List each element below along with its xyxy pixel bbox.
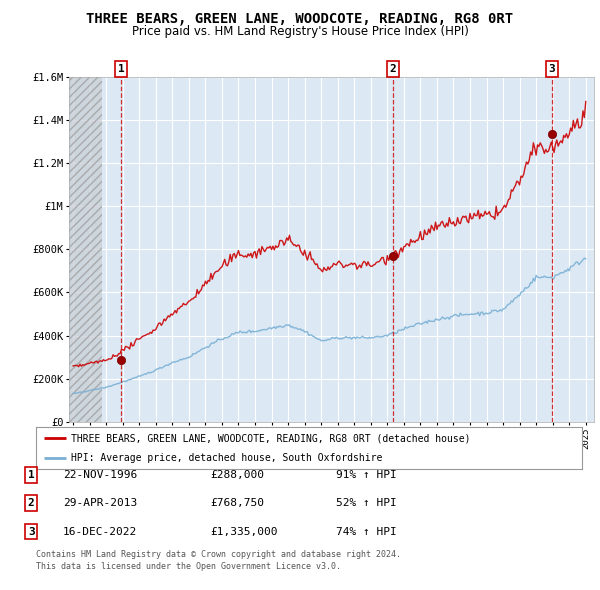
Text: 1: 1 [118,64,124,74]
Text: 1: 1 [28,470,35,480]
Bar [69,77,102,422]
Text: 16-DEC-2022: 16-DEC-2022 [63,527,137,536]
Text: 2: 2 [389,64,396,74]
Text: This data is licensed under the Open Government Licence v3.0.: This data is licensed under the Open Gov… [36,562,341,571]
Text: £288,000: £288,000 [210,470,264,480]
Text: 52% ↑ HPI: 52% ↑ HPI [336,499,397,508]
Text: Contains HM Land Registry data © Crown copyright and database right 2024.: Contains HM Land Registry data © Crown c… [36,550,401,559]
Text: £768,750: £768,750 [210,499,264,508]
Text: 3: 3 [548,64,556,74]
Text: HPI: Average price, detached house, South Oxfordshire: HPI: Average price, detached house, Sout… [71,453,383,463]
Text: £1,335,000: £1,335,000 [210,527,277,536]
Text: THREE BEARS, GREEN LANE, WOODCOTE, READING, RG8 0RT: THREE BEARS, GREEN LANE, WOODCOTE, READI… [86,12,514,26]
Text: 2: 2 [28,499,35,508]
Text: 3: 3 [28,527,35,536]
Text: 29-APR-2013: 29-APR-2013 [63,499,137,508]
Text: Price paid vs. HM Land Registry's House Price Index (HPI): Price paid vs. HM Land Registry's House … [131,25,469,38]
Text: 74% ↑ HPI: 74% ↑ HPI [336,527,397,536]
Text: 91% ↑ HPI: 91% ↑ HPI [336,470,397,480]
Text: 22-NOV-1996: 22-NOV-1996 [63,470,137,480]
Text: THREE BEARS, GREEN LANE, WOODCOTE, READING, RG8 0RT (detached house): THREE BEARS, GREEN LANE, WOODCOTE, READI… [71,433,471,443]
